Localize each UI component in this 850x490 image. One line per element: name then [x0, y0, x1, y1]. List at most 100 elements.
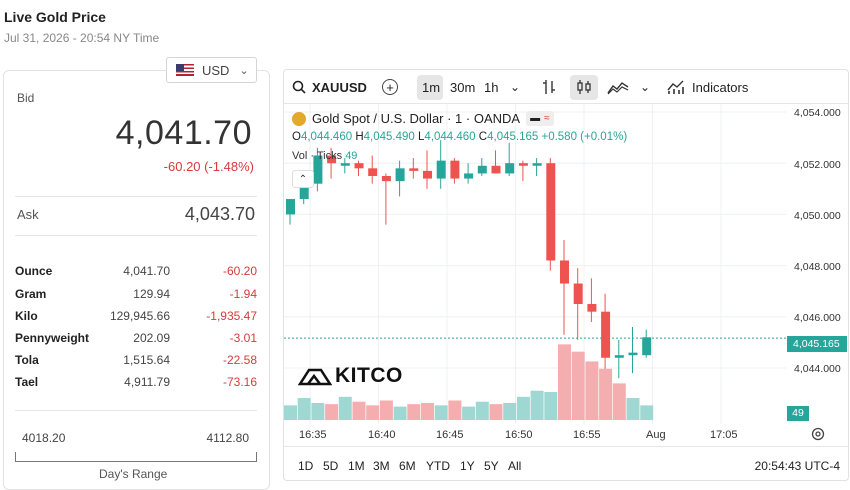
currency-value: USD: [202, 62, 230, 78]
unit-name: Pennyweight: [15, 331, 90, 345]
price-axis[interactable]: 4,054.000 4,052.000 4,050.000 4,048.000 …: [786, 104, 848, 424]
volume-bar: [626, 398, 640, 420]
price-tick: 4,046.000: [794, 312, 841, 324]
bar-chart-style-icon: [543, 80, 555, 94]
search-icon: [292, 80, 306, 94]
range-low: 4018.20: [22, 431, 66, 445]
unit-change: -1,935.47: [206, 309, 257, 323]
range-5y[interactable]: 5Y: [484, 459, 499, 473]
volume-bar: [544, 391, 558, 420]
unit-price: 202.09: [133, 331, 170, 345]
unit-row-tael: Tael 4,911.79 -73.16: [15, 375, 257, 395]
candles-style-button[interactable]: [575, 70, 593, 104]
range-1m[interactable]: 1M: [348, 459, 365, 473]
candle-body: [423, 170, 432, 179]
range-all[interactable]: All: [508, 459, 522, 473]
symbol-search[interactable]: XAUUSD: [292, 70, 367, 104]
ohlc-readout: O4,044.460 H4,045.490 L4,044.460 C4,045.…: [292, 131, 627, 143]
compare-button[interactable]: +: [382, 70, 398, 104]
time-tick: Aug: [646, 429, 666, 441]
indicators-label: Indicators: [692, 79, 749, 95]
close-value: 4,045.165: [487, 131, 539, 143]
interval-1h[interactable]: 1h: [484, 79, 499, 95]
candle-body: [546, 163, 556, 261]
volume-bar: [530, 390, 544, 420]
style-dropdown-icon[interactable]: ⌄: [640, 80, 651, 94]
candle-body: [368, 168, 378, 176]
current-price-marker: 4,045.165: [787, 336, 847, 352]
range-3m[interactable]: 3M: [373, 459, 390, 473]
time-tick: 16:55: [573, 429, 601, 441]
candle-body: [587, 304, 597, 312]
ask-label: Ask: [17, 207, 39, 222]
volume-value: 49: [345, 150, 358, 162]
page-title: Live Gold Price: [4, 9, 106, 25]
price-chart[interactable]: [284, 104, 786, 424]
high-value: 4,045.490: [363, 131, 415, 143]
unit-name: Tola: [15, 353, 39, 367]
volume-bar: [434, 405, 448, 420]
active-interval-bg: [417, 75, 443, 100]
price-tick: 4,050.000: [794, 210, 841, 222]
candle-body: [642, 337, 652, 356]
divider: [15, 410, 257, 411]
interval-dropdown-icon[interactable]: ⌄: [510, 80, 521, 94]
volume-bar: [558, 344, 571, 420]
bid-price: 4,041.70: [115, 114, 252, 152]
candle-body: [381, 176, 391, 182]
unit-name: Kilo: [15, 309, 38, 323]
volume-bar: [325, 404, 339, 420]
unit-change: -73.16: [222, 375, 257, 389]
bid-change: -60.20 (-1.48%): [163, 159, 254, 174]
range-1d[interactable]: 1D: [298, 459, 314, 473]
range-1y[interactable]: 1Y: [460, 459, 475, 473]
volume-bar: [612, 383, 626, 420]
candle-body: [354, 163, 364, 169]
time-tick: 17:05: [710, 429, 738, 441]
chart-widget: [283, 69, 849, 481]
chevron-down-icon: ⌄: [239, 64, 249, 77]
area-style-button[interactable]: [607, 70, 629, 104]
price-tick: 4,044.000: [794, 363, 841, 375]
currency-select[interactable]: USD ⌄: [166, 57, 257, 83]
us-flag-icon: [176, 64, 194, 76]
unit-change: -22.58: [222, 353, 257, 367]
chart-toolbar: XAUUSD + 1m 30m 1h ⌄ ⌄: [284, 70, 848, 104]
candle-body: [614, 355, 624, 358]
days-range-label: Day's Range: [99, 467, 168, 481]
range-5d[interactable]: 5D: [323, 459, 339, 473]
unit-name: Gram: [15, 287, 47, 301]
change-value: +0.580 (+0.01%): [541, 131, 628, 143]
interval-1m[interactable]: 1m: [422, 79, 441, 95]
candle-body: [477, 165, 487, 174]
range-6m[interactable]: 6M: [399, 459, 416, 473]
volume-bar: [599, 368, 613, 420]
volume-bar: [352, 401, 366, 420]
candle-body: [628, 352, 638, 356]
candlestick-icon: [577, 80, 591, 94]
wave-icon: ≈: [544, 113, 550, 124]
unit-change: -1.94: [229, 287, 257, 301]
legend-actions[interactable]: ▬ ≈: [526, 111, 554, 126]
indicators-button[interactable]: Indicators: [667, 70, 748, 104]
volume-bar: [366, 405, 380, 420]
candle-body: [395, 168, 405, 182]
volume-bar: [585, 361, 599, 420]
candle-body: [409, 168, 419, 171]
time-tick: 16:50: [505, 429, 533, 441]
legend-title-text: Gold Spot / U.S. Dollar · 1 · OANDA: [312, 111, 521, 126]
candle-body: [436, 160, 446, 179]
page-timestamp: Jul 31, 2026 - 20:54 NY Time: [4, 31, 160, 45]
collapse-legend-button[interactable]: ⌃: [292, 170, 314, 188]
bars-style-button[interactable]: [541, 70, 557, 104]
unit-price: 4,911.79: [124, 375, 170, 389]
interval-30m[interactable]: 30m: [450, 79, 476, 95]
time-tick: 16:35: [299, 429, 327, 441]
candle-body: [464, 173, 474, 179]
range-ytd[interactable]: YTD: [426, 459, 450, 473]
low-label: L: [418, 131, 425, 143]
chevron-up-icon: ⌃: [298, 173, 308, 185]
volume-bar: [407, 404, 421, 420]
chart-clock: 20:54:43 UTC-4: [754, 459, 840, 473]
settings-icon[interactable]: [811, 427, 825, 441]
